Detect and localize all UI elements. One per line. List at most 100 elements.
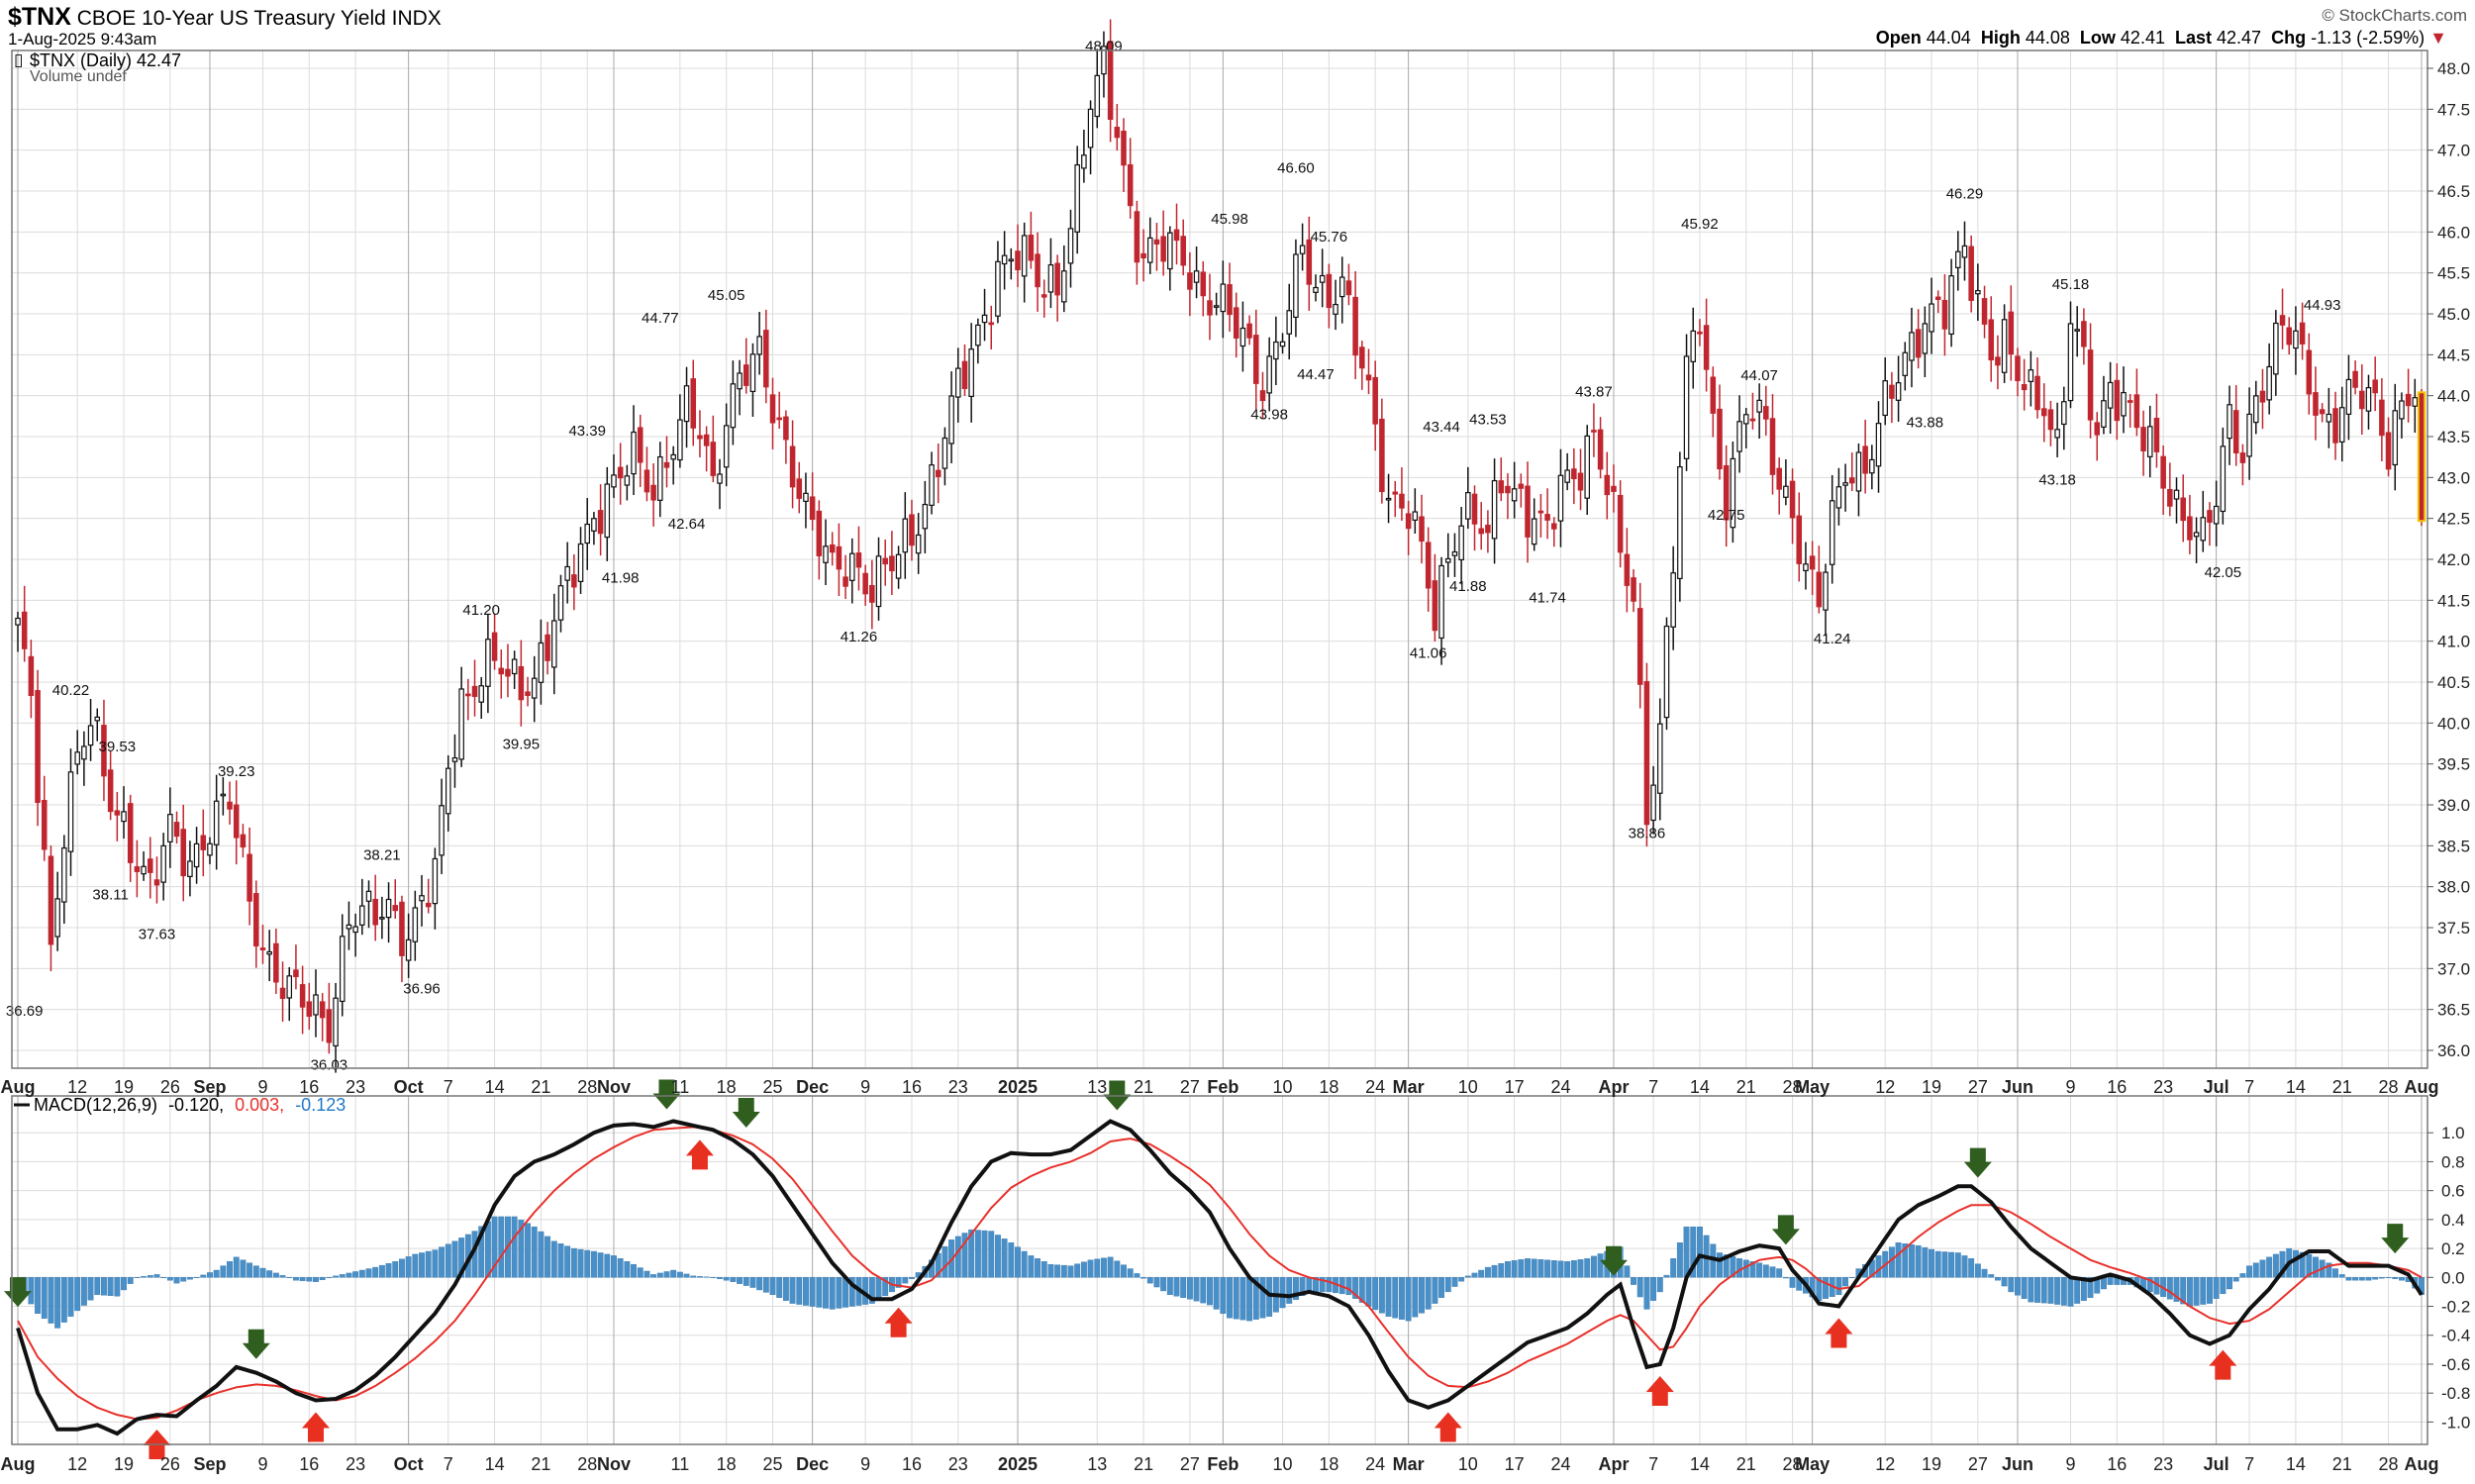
candle-body bbox=[339, 936, 346, 1003]
candle-body bbox=[756, 336, 762, 355]
histogram-bar bbox=[173, 1277, 180, 1284]
candle-body bbox=[1458, 525, 1464, 561]
candle-body bbox=[1848, 477, 1855, 484]
hist-value: -0.123 bbox=[295, 1095, 346, 1115]
histogram-bar bbox=[2200, 1277, 2207, 1305]
candle-body bbox=[1564, 469, 1570, 483]
histogram-bar bbox=[147, 1275, 153, 1278]
candle-body bbox=[1114, 127, 1121, 139]
histogram-bar bbox=[2252, 1262, 2259, 1278]
histogram-bar bbox=[1981, 1268, 1988, 1278]
candle-body bbox=[1266, 355, 1272, 394]
histogram-bar bbox=[1690, 1226, 1697, 1278]
price-extreme-label: 43.39 bbox=[568, 423, 606, 440]
histogram-bar bbox=[1537, 1259, 1544, 1278]
candle-body bbox=[2246, 413, 2252, 457]
histogram-bar bbox=[1266, 1277, 1273, 1317]
candle-body bbox=[2087, 349, 2094, 421]
histogram-bar bbox=[207, 1272, 213, 1278]
price-extreme-label: 44.47 bbox=[1297, 366, 1335, 383]
candle-body bbox=[1643, 681, 1650, 826]
histogram-bar bbox=[2299, 1251, 2306, 1278]
histogram-bar bbox=[2001, 1277, 2008, 1287]
candle-body bbox=[1869, 458, 1875, 474]
histogram-bar bbox=[1736, 1258, 1743, 1278]
price-x-tick-label: 27 bbox=[1968, 1077, 1988, 1097]
histogram-bar bbox=[1227, 1277, 1233, 1319]
candle-body bbox=[2326, 413, 2332, 423]
candle-body bbox=[207, 842, 213, 856]
candle-body bbox=[1835, 486, 1842, 509]
candle-body bbox=[538, 642, 544, 683]
candle-body bbox=[35, 690, 41, 804]
macd-crossover-arrows bbox=[4, 1079, 2410, 1460]
candle-body bbox=[895, 553, 902, 579]
histogram-bar bbox=[2352, 1277, 2359, 1281]
histogram-bar bbox=[247, 1262, 253, 1278]
candle-body bbox=[1432, 580, 1438, 632]
histogram-bar bbox=[1173, 1277, 1180, 1297]
candle-body bbox=[153, 879, 160, 886]
histogram-bar bbox=[445, 1243, 451, 1278]
macd-x-tick-label: 18 bbox=[717, 1454, 737, 1474]
candle-body bbox=[723, 425, 730, 468]
candle-body bbox=[1021, 235, 1028, 277]
candle-body bbox=[2008, 311, 2015, 355]
candle-body bbox=[405, 939, 412, 961]
price-x-tick-label: 25 bbox=[762, 1077, 782, 1097]
candle-body bbox=[1789, 480, 1796, 519]
candle-body bbox=[1703, 325, 1710, 370]
macd-line bbox=[16, 1119, 2424, 1436]
histogram-bar bbox=[458, 1237, 465, 1278]
candle-body bbox=[134, 866, 141, 872]
price-extreme-label: 38.21 bbox=[363, 846, 401, 863]
histogram-bar bbox=[227, 1261, 233, 1278]
histogram-bar bbox=[2227, 1277, 2232, 1290]
candle-body bbox=[511, 658, 518, 675]
histogram-bar bbox=[518, 1220, 525, 1278]
price-extreme-label: 44.77 bbox=[642, 310, 679, 327]
brand-watermark[interactable]: © StockCharts.com bbox=[2322, 6, 2467, 25]
histogram-bar bbox=[836, 1277, 842, 1309]
candle-body bbox=[1160, 236, 1166, 262]
candle-body bbox=[1040, 294, 1047, 298]
histogram-bar bbox=[644, 1270, 650, 1278]
candle-body bbox=[247, 853, 252, 902]
price-x-tick-label: Aug bbox=[2405, 1077, 2439, 1097]
candle-body bbox=[1710, 376, 1717, 414]
candle-body bbox=[948, 395, 954, 445]
histogram-bar bbox=[1279, 1277, 1286, 1309]
histogram-bar bbox=[2074, 1277, 2081, 1304]
histogram-bar bbox=[213, 1269, 220, 1278]
price-x-tick-label: Apr bbox=[1598, 1077, 1629, 1097]
macd-panel-border bbox=[11, 1095, 2428, 1445]
histogram-bar bbox=[2419, 1277, 2425, 1296]
candle-body bbox=[604, 483, 611, 539]
price-x-tick-label: 17 bbox=[1505, 1077, 1525, 1097]
histogram-bar bbox=[1233, 1277, 1239, 1320]
symbol[interactable]: $TNX bbox=[8, 3, 71, 31]
candle-body bbox=[505, 668, 511, 677]
histogram-bar bbox=[2100, 1277, 2107, 1290]
histogram-bar bbox=[94, 1277, 101, 1296]
candle-body bbox=[1485, 524, 1491, 534]
candle-body bbox=[2286, 327, 2292, 346]
price-x-tick-label: 9 bbox=[257, 1077, 267, 1097]
macd-y-tick-label: -1.0 bbox=[2441, 1413, 2470, 1432]
histogram-bar bbox=[1074, 1263, 1081, 1278]
histogram-bar bbox=[1484, 1266, 1491, 1278]
candle-body bbox=[809, 496, 816, 521]
candle-body bbox=[2227, 404, 2232, 440]
histogram-bar bbox=[1319, 1277, 1326, 1293]
histogram-bar bbox=[1028, 1255, 1035, 1278]
histogram-bar bbox=[717, 1277, 723, 1279]
histogram-bar bbox=[696, 1276, 703, 1278]
price-x-tick-label: 13 bbox=[1087, 1077, 1107, 1097]
candle-legend-icon: ▯ bbox=[14, 50, 23, 69]
candle-body bbox=[2153, 417, 2160, 452]
histogram-bar bbox=[1405, 1277, 1412, 1322]
candle-body bbox=[577, 543, 584, 582]
histogram-bar bbox=[419, 1252, 425, 1278]
last-label: Last bbox=[2174, 28, 2212, 48]
